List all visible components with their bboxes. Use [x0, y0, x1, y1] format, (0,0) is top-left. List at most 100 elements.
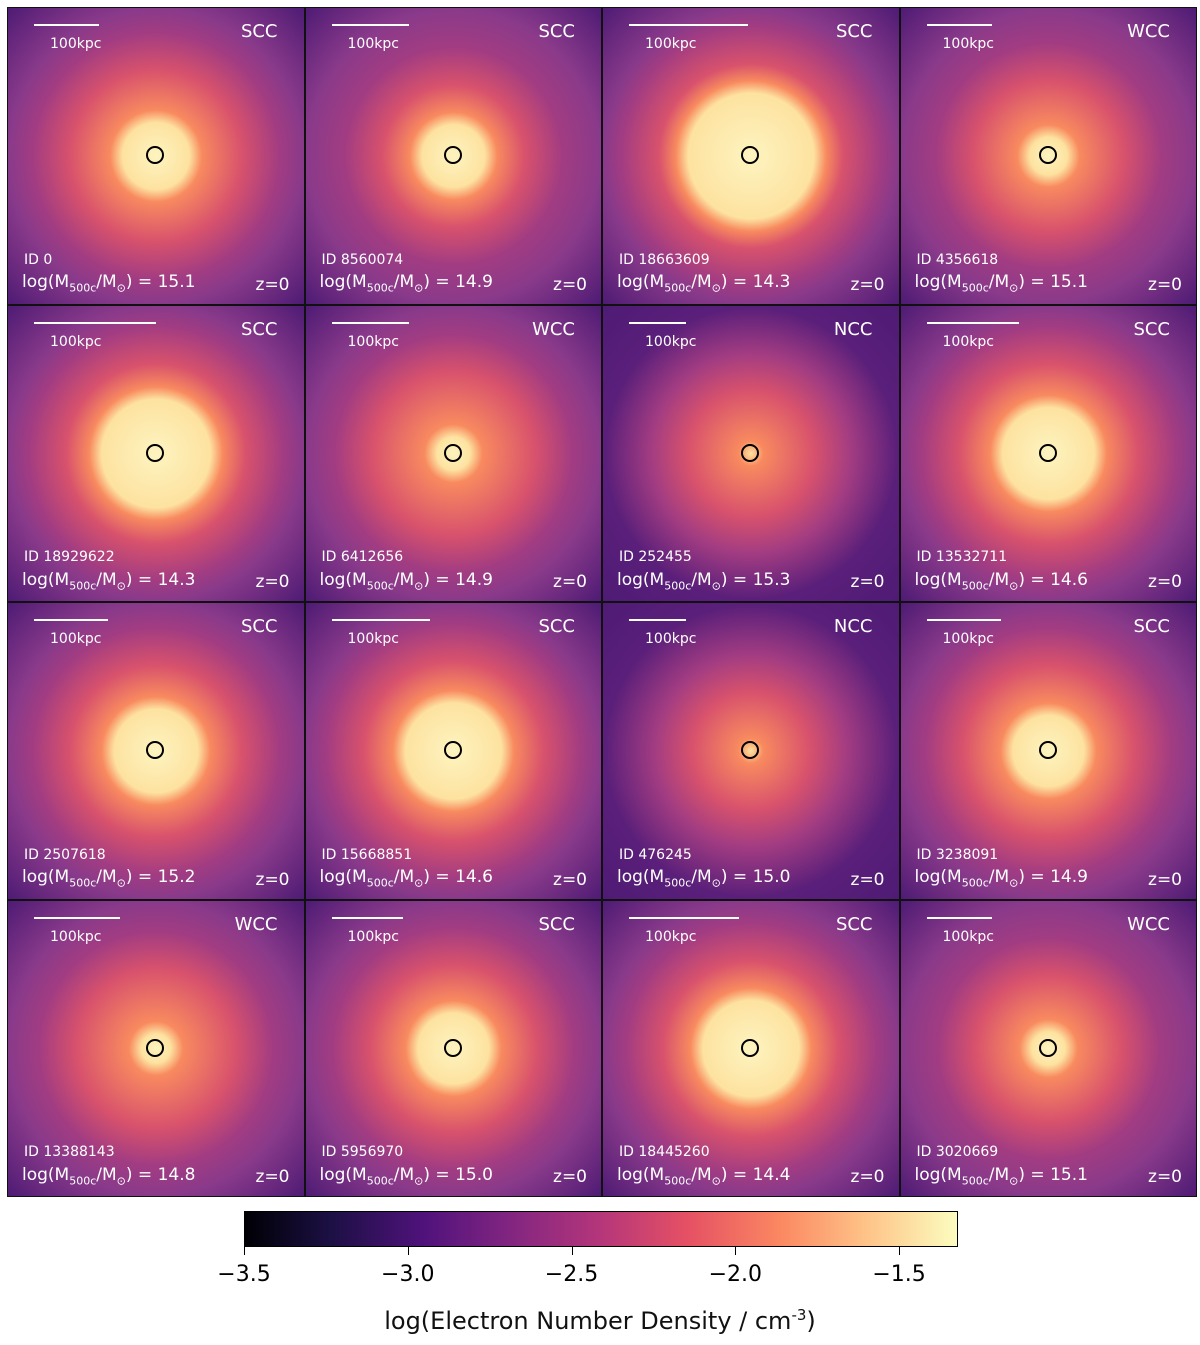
scale-bar [34, 321, 156, 324]
mass-label: log(M500c/M⊙) = 14.3 [22, 569, 196, 592]
colorbar-tick-label: −2.5 [544, 1262, 599, 1287]
halo-id: ID 13388143 [24, 1144, 115, 1160]
cool-core-class: SCC [835, 21, 873, 42]
scale-bar [331, 24, 409, 26]
cool-core-class: SCC [835, 913, 873, 935]
colorbar-tick-label: −3.5 [217, 1262, 271, 1287]
halo-id: ID 18929622 [24, 549, 115, 565]
redshift-label: z=0 [850, 869, 885, 890]
redshift-label: z=0 [1148, 572, 1182, 592]
scale-label: 100kpc [942, 36, 994, 52]
mass-label: log(M500c/M⊙) = 15.0 [319, 1164, 493, 1187]
scale-bar [331, 321, 409, 324]
halo-id: ID 15668851 [321, 846, 413, 863]
cool-core-class: SCC [1133, 616, 1170, 637]
scale-label: 100kpc [347, 333, 399, 350]
cool-core-class: NCC [833, 318, 873, 340]
mass-label: log(M500c/M⊙) = 15.1 [914, 1164, 1088, 1187]
scale-bar [34, 916, 121, 919]
redshift-label: z=0 [255, 869, 290, 890]
cool-core-class: SCC [240, 21, 278, 42]
redshift-label: z=0 [1148, 869, 1182, 890]
cluster-panel: 100kpc SCC ID 5956970 log(M500c/M⊙) = 15.0 z… [304, 899, 602, 1197]
cluster-panel: 100kpc SCC ID 18663609 log(M500c/M⊙) = 14.3… [602, 7, 900, 305]
redshift-label: z=0 [1148, 274, 1182, 295]
halo-id: ID 18663609 [619, 251, 710, 268]
center-circle [1038, 443, 1057, 462]
cluster-panel: 100kpc WCC ID 3020669 log(M500c/M⊙) = 15.1 z… [899, 899, 1197, 1197]
center-circle [1038, 1038, 1057, 1057]
scale-label: 100kpc [942, 928, 994, 945]
redshift-label: z=0 [850, 572, 885, 592]
redshift-label: z=0 [553, 869, 587, 890]
halo-id: ID 13532711 [916, 549, 1008, 565]
cluster-panel: 100kpc SCC ID 13532711 log(M500c/M⊙) = 14.6… [899, 304, 1197, 602]
mass-label: log(M500c/M⊙) = 15.3 [617, 569, 791, 592]
center-circle [741, 741, 759, 759]
scale-bar [926, 619, 1001, 621]
scale-label: 100kpc [347, 631, 399, 647]
scale-bar [926, 24, 992, 26]
scale-label: 100kpc [50, 928, 102, 945]
mass-label: log(M500c/M⊙) = 15.2 [22, 867, 196, 890]
cool-core-class: WCC [234, 913, 278, 935]
center-circle [146, 741, 164, 759]
mass-label: log(M500c/M⊙) = 14.9 [914, 867, 1088, 890]
halo-id: ID 3238091 [916, 846, 999, 863]
cluster-panel: 100kpc SCC ID 18929622 log(M500c/M⊙) = 14.3… [7, 304, 305, 602]
redshift-label: z=0 [255, 274, 290, 295]
scale-label: 100kpc [645, 928, 697, 945]
cluster-panel: 100kpc WCC ID 6412656 log(M500c/M⊙) = 14.9 z… [304, 304, 602, 602]
mass-label: log(M500c/M⊙) = 14.9 [319, 569, 493, 592]
cool-core-class: SCC [538, 21, 575, 42]
colorbar-tick-label: −2.0 [708, 1262, 762, 1287]
center-circle [741, 1038, 759, 1057]
cool-core-class: NCC [833, 616, 873, 637]
center-circle [1038, 741, 1057, 759]
cluster-panel: 100kpc SCC ID 3238091 log(M500c/M⊙) = 14.9 z… [899, 602, 1197, 900]
colorbar-tick [735, 1247, 737, 1255]
scale-label: 100kpc [50, 631, 102, 647]
cluster-panel: 100kpc WCC ID 13388143 log(M500c/M⊙) = 14.8… [7, 899, 305, 1197]
scale-bar [629, 619, 686, 621]
scale-label: 100kpc [50, 333, 102, 350]
center-circle [443, 146, 462, 164]
scale-bar [331, 619, 430, 621]
scale-bar [331, 916, 403, 919]
colorbar-tick-label: −3.0 [381, 1262, 435, 1287]
halo-id: ID 0 [24, 251, 53, 268]
cool-core-class: SCC [538, 913, 575, 935]
redshift-label: z=0 [1148, 1167, 1182, 1187]
scale-label: 100kpc [645, 333, 697, 350]
redshift-label: z=0 [255, 572, 290, 592]
scale-bar [629, 916, 740, 919]
scale-label: 100kpc [645, 36, 697, 52]
center-circle [1038, 146, 1057, 164]
center-circle [146, 443, 164, 462]
halo-id: ID 252455 [619, 549, 692, 565]
mass-label: log(M500c/M⊙) = 15.1 [914, 272, 1088, 295]
colorbar-tick [407, 1247, 409, 1255]
center-circle [443, 741, 462, 759]
mass-label: log(M500c/M⊙) = 14.6 [914, 569, 1088, 592]
halo-id: ID 6412656 [321, 549, 404, 565]
scale-label: 100kpc [50, 36, 102, 52]
mass-label: log(M500c/M⊙) = 14.4 [617, 1164, 791, 1187]
cluster-panel: 100kpc SCC ID 8560074 log(M500c/M⊙) = 14.9 z… [304, 7, 602, 305]
cluster-panel: 100kpc SCC ID 18445260 log(M500c/M⊙) = 14.4… [602, 899, 900, 1197]
cluster-panel: 100kpc NCC ID 252455 log(M500c/M⊙) = 15.3 z=… [602, 304, 900, 602]
cool-core-class: SCC [240, 616, 278, 637]
halo-id: ID 2507618 [24, 846, 106, 863]
colorbar [244, 1211, 958, 1247]
halo-id: ID 8560074 [321, 251, 404, 268]
colorbar-label: log(Electron Number Density / cm-3) [384, 1306, 816, 1335]
cluster-grid: 100kpc SCC ID 0 log(M500c/M⊙) = 15.1 z=0 100k… [7, 7, 1197, 1197]
cool-core-class: WCC [1127, 913, 1170, 935]
cluster-panel: 100kpc SCC ID 15668851 log(M500c/M⊙) = 14.6… [304, 602, 602, 900]
halo-id: ID 5956970 [321, 1144, 404, 1160]
mass-label: log(M500c/M⊙) = 14.9 [319, 272, 493, 295]
center-circle [146, 1038, 164, 1057]
colorbar-tick [244, 1247, 245, 1255]
halo-id: ID 476245 [619, 846, 692, 863]
cluster-panel: 100kpc WCC ID 4356618 log(M500c/M⊙) = 15.1 z… [899, 7, 1197, 305]
